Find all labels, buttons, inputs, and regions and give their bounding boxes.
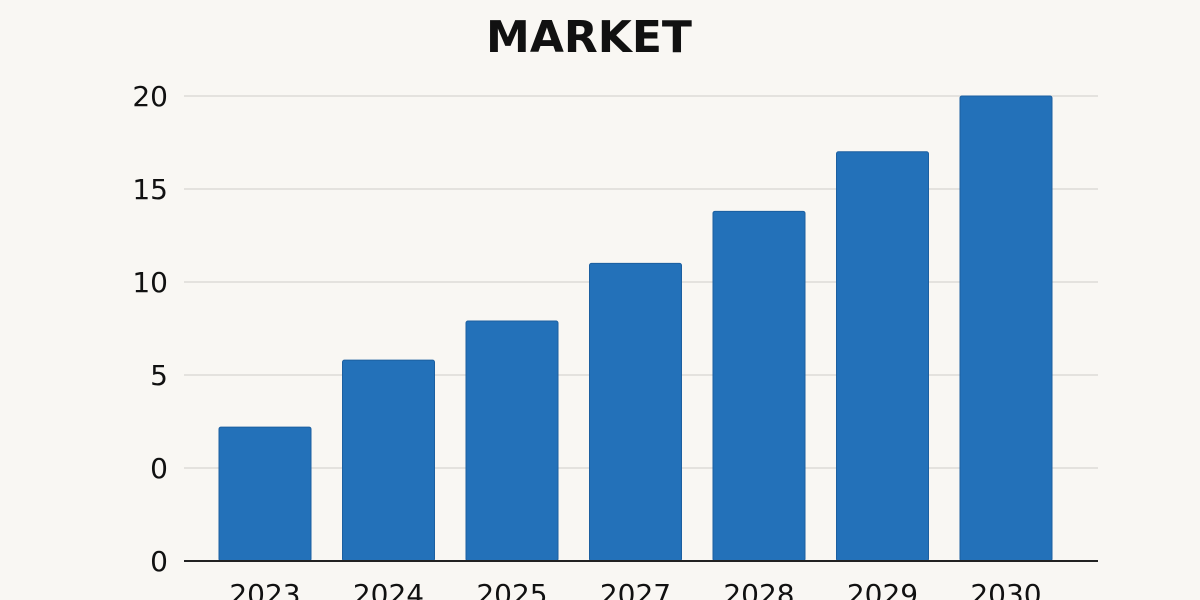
- bar-2029: [836, 151, 929, 562]
- y-tick-label: 20: [132, 80, 168, 113]
- x-tick-label: 2024: [353, 578, 424, 600]
- bars: [218, 95, 1053, 562]
- bar-2027: [589, 262, 682, 562]
- bar-2028: [712, 210, 806, 562]
- bar-2024: [342, 359, 435, 562]
- y-tick-label: 5: [150, 359, 168, 392]
- y-tick-label: 15: [132, 173, 168, 206]
- y-tick-label: 0: [150, 452, 168, 485]
- x-tick-label: 2023: [229, 578, 300, 600]
- bar-2030: [959, 95, 1053, 562]
- x-tick-label: 2025: [476, 578, 547, 600]
- bar-2023: [218, 426, 312, 562]
- y-tick-label: 10: [132, 266, 168, 299]
- x-tick-labels: 2023 2024 2025 2027 2028 2029 2030: [229, 578, 1041, 600]
- x-tick-label: 2029: [847, 578, 918, 600]
- bar-2025: [465, 320, 559, 562]
- x-tick-label: 2030: [970, 578, 1041, 600]
- x-tick-label: 2027: [600, 578, 671, 600]
- chart-title: MARKET: [486, 12, 692, 63]
- y-tick-label: 0: [150, 545, 168, 578]
- y-tick-labels: 0 0 5 10 15 20: [132, 80, 168, 578]
- x-tick-label: 2028: [723, 578, 794, 600]
